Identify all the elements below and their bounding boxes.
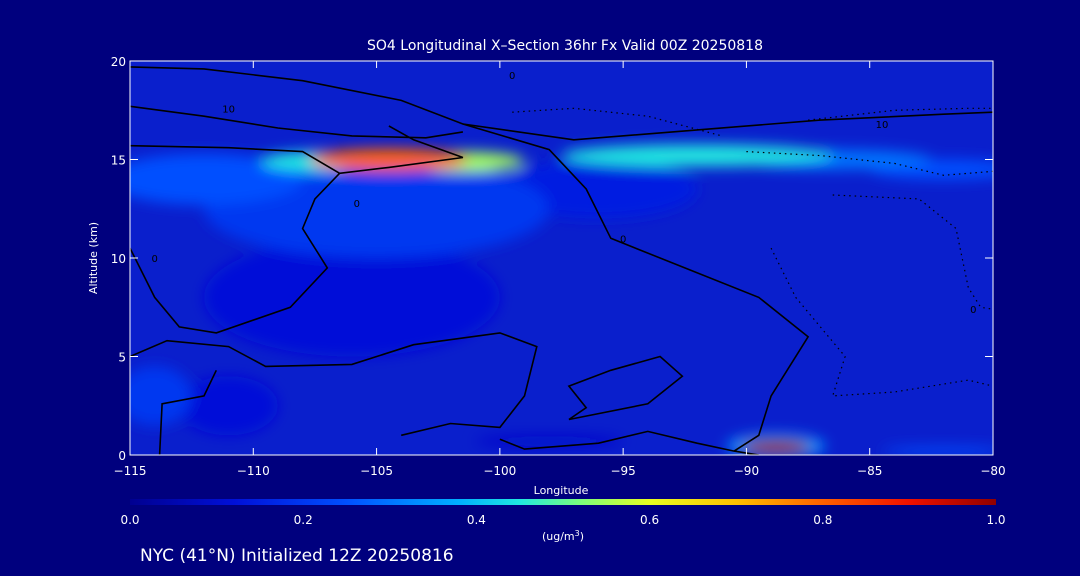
field-blob (130, 366, 192, 426)
concentration-field (130, 144, 993, 455)
y-axis: 0 5 10 15 20 (111, 55, 993, 463)
contour-line (130, 105, 464, 139)
contour-label: 0 (151, 254, 157, 265)
contour-labels: 0 10 10 0 0 0 0 (151, 71, 976, 316)
colorbar-tick-label: 0.8 (813, 513, 832, 527)
x-tick-label: −110 (237, 464, 270, 478)
x-tick-label: −85 (857, 464, 882, 478)
contour-line (158, 369, 218, 455)
contour-line (832, 194, 993, 310)
y-tick-label: 10 (111, 252, 126, 266)
contour-label: 0 (970, 305, 976, 316)
field-blob (203, 238, 500, 357)
field-blob (499, 159, 698, 219)
colorbar-units: (ug/m3) (542, 529, 584, 543)
field-blob (741, 440, 811, 455)
contour-line (130, 332, 538, 437)
contour-line (567, 355, 684, 421)
contour-line (746, 151, 993, 176)
contour-line (130, 66, 993, 141)
x-axis: −115 −110 −105 −100 −95 −90 −85 −80 (114, 61, 1006, 478)
y-tick-label: 5 (118, 351, 126, 365)
contour-line (462, 123, 810, 452)
colorbar-units-superscript: 3 (575, 529, 580, 538)
y-axis-label: Altitude (km) (87, 222, 100, 294)
colorbar-tick-label: 0.0 (120, 513, 139, 527)
colorbar-tick-label: 0.6 (640, 513, 659, 527)
field-blob (130, 153, 303, 205)
x-tick-label: −95 (610, 464, 635, 478)
x-axis-label: Longitude (534, 484, 589, 497)
contour-label: 0 (354, 199, 360, 210)
contour-label: 0 (509, 71, 515, 82)
colorbar-units-close: ) (580, 530, 584, 543)
footer-text: NYC (41°N) Initialized 12Z 20250816 (140, 546, 454, 566)
colorbar (130, 499, 996, 505)
colorbar-ticks: 0.0 0.2 0.4 0.6 0.8 1.0 (120, 513, 1005, 527)
y-tick-label: 20 (111, 55, 126, 69)
chart-title: SO4 Longitudinal X–Section 36hr Fx Valid… (367, 38, 763, 54)
contour-label: 10 (876, 120, 889, 131)
x-tick-label: −105 (360, 464, 393, 478)
y-tick-label: 15 (111, 154, 126, 168)
contour-label: 0 (620, 234, 626, 245)
colorbar-tick-label: 0.2 (294, 513, 313, 527)
field-blob (475, 435, 624, 448)
contour-label: 10 (222, 104, 235, 115)
contour-lines (130, 66, 993, 455)
colorbar-tick-label: 1.0 (986, 513, 1005, 527)
colorbar-tick-label: 0.4 (467, 513, 486, 527)
x-tick-label: −80 (980, 464, 1005, 478)
field-blob (309, 148, 468, 171)
field-blob (179, 376, 278, 436)
plot-area: 0 10 10 0 0 0 0 (130, 61, 993, 455)
field-blob (882, 447, 993, 455)
contour-line (339, 125, 464, 175)
field-blob (561, 144, 833, 167)
contour-line (770, 247, 993, 397)
x-tick-label: −115 (114, 464, 147, 478)
x-tick-label: −100 (483, 464, 516, 478)
contour-line (130, 144, 341, 334)
y-tick-label: 0 (118, 449, 126, 463)
x-tick-label: −90 (734, 464, 759, 478)
